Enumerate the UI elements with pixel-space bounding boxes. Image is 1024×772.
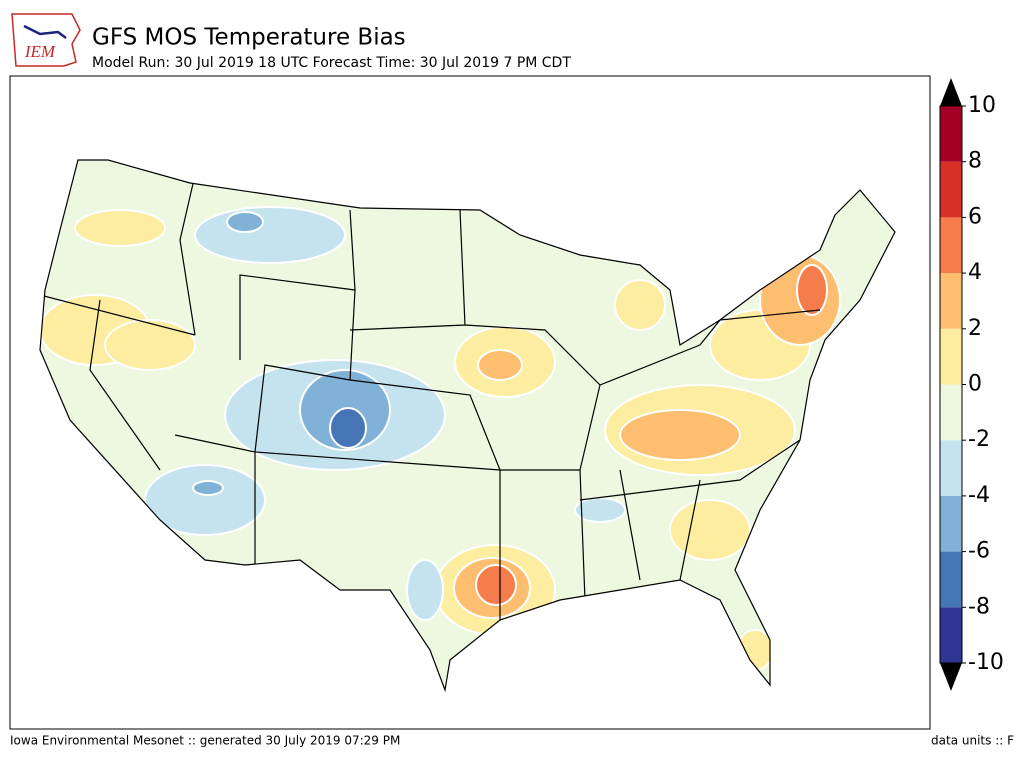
- warm-area: [475, 564, 517, 606]
- logo-mark: [23, 24, 67, 39]
- extend-top: [940, 78, 962, 106]
- tick-label: -4: [968, 483, 990, 508]
- cool-area: [144, 464, 266, 536]
- warm-area: [669, 499, 751, 561]
- warm-area: [104, 319, 196, 371]
- cool-area: [226, 211, 264, 233]
- tick-label: -10: [968, 650, 1004, 675]
- footer-right: data units :: F: [931, 734, 1014, 748]
- warm-area: [614, 279, 666, 331]
- color-band: [940, 384, 962, 441]
- color-band: [940, 328, 962, 385]
- tick-label: 4: [968, 260, 982, 285]
- map: [9, 75, 931, 730]
- tick-label: -8: [968, 594, 990, 619]
- footer-left: Iowa Environmental Mesonet :: generated …: [10, 734, 400, 748]
- cool-area: [329, 407, 367, 449]
- colorbar: -10 -8 -6 -4 -2 0 2 4 6 8 10: [939, 78, 1004, 691]
- tick-label: 8: [968, 149, 982, 174]
- cool-area: [192, 480, 224, 496]
- color-band: [940, 161, 962, 218]
- color-band: [940, 495, 962, 552]
- tick-label: -6: [968, 539, 990, 564]
- cool-area: [574, 497, 626, 523]
- state-borders: [40, 174, 821, 620]
- tick-label: 2: [968, 316, 982, 341]
- warm-area: [796, 264, 828, 316]
- title: GFS MOS Temperature Bias: [92, 25, 406, 51]
- bias-field: [40, 206, 841, 671]
- color-band: [940, 106, 962, 162]
- color-band: [940, 440, 962, 496]
- extend-bottom: [940, 663, 962, 691]
- color-band: [940, 551, 962, 608]
- color-band: [940, 273, 962, 329]
- logo-text: IEM: [24, 42, 56, 61]
- subtitle: Model Run: 30 Jul 2019 18 UTC Forecast T…: [92, 55, 571, 71]
- logo: IEM: [11, 13, 81, 67]
- logo-outline: [11, 13, 81, 67]
- warm-area: [74, 209, 166, 247]
- tick-label: 6: [968, 204, 982, 229]
- warm-area: [477, 349, 523, 381]
- tick-label: -2: [968, 427, 990, 452]
- color-band: [940, 607, 962, 663]
- color-band: [940, 217, 962, 274]
- cool-area: [406, 559, 444, 621]
- cool-area: [194, 206, 346, 264]
- tick-label: 10: [968, 93, 996, 118]
- warm-area: [619, 409, 741, 461]
- tick-label: 0: [968, 372, 982, 397]
